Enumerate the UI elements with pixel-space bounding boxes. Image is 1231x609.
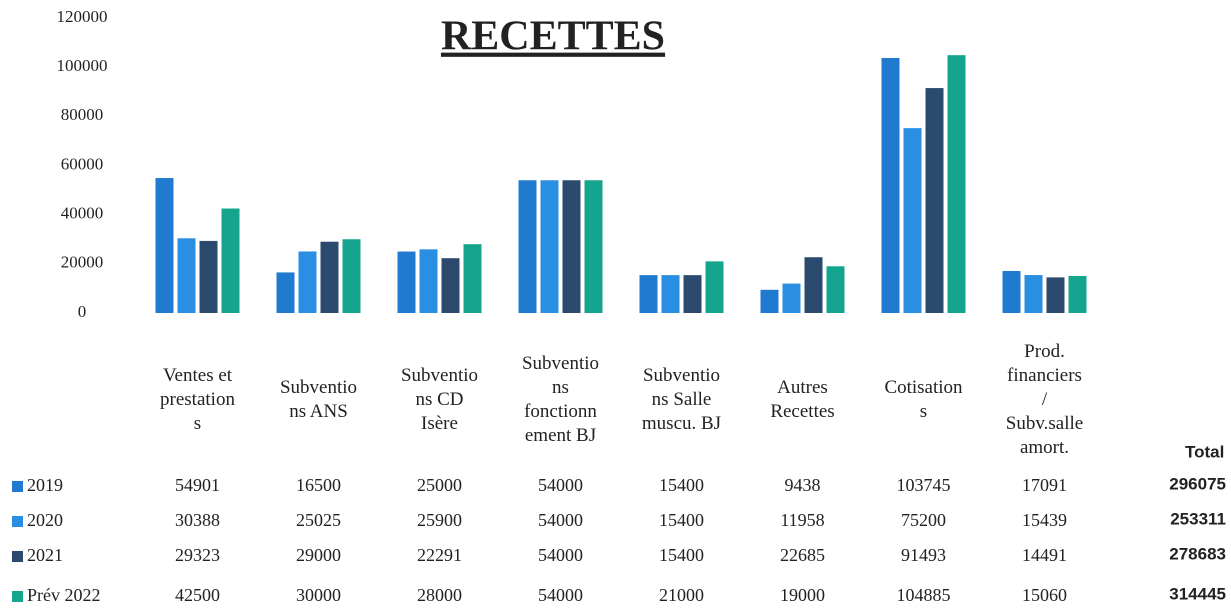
- legend-swatch: [12, 481, 23, 492]
- bar: [1024, 275, 1043, 313]
- table-value: 11958: [780, 510, 824, 530]
- legend-label: 2019: [27, 475, 63, 495]
- table-value: 15400: [659, 545, 704, 565]
- bar: [177, 238, 196, 313]
- y-tick-label: 20000: [61, 253, 104, 272]
- bar: [298, 251, 317, 313]
- table-value: 21000: [659, 585, 704, 605]
- bar: [1068, 275, 1087, 313]
- series-total: 314445: [1169, 584, 1226, 603]
- table-value: 15400: [659, 475, 704, 495]
- y-tick-label: 120000: [57, 7, 108, 26]
- bar: [804, 257, 823, 313]
- bar: [518, 180, 537, 313]
- table-value: 25025: [296, 510, 341, 530]
- table-value: 54000: [538, 510, 583, 530]
- table-value: 28000: [417, 585, 462, 605]
- legend-label: 2020: [27, 510, 63, 530]
- bar: [584, 180, 603, 313]
- table-value: 25900: [417, 510, 462, 530]
- table-value: 14491: [1022, 545, 1067, 565]
- bar: [155, 178, 174, 313]
- bar: [463, 244, 482, 313]
- series-total: 278683: [1169, 544, 1226, 563]
- y-tick-label: 100000: [57, 56, 108, 75]
- table-value: 22291: [417, 545, 462, 565]
- bar: [419, 249, 438, 313]
- table-value: 29000: [296, 545, 341, 565]
- bar: [1046, 277, 1065, 313]
- table-value: 15400: [659, 510, 704, 530]
- category-label: Subventio ns ANS: [279, 377, 358, 422]
- legend-label: Prév 2022: [27, 585, 101, 605]
- table-value: 25000: [417, 475, 462, 495]
- legend-swatch: [12, 516, 23, 527]
- bar: [760, 289, 779, 313]
- bar: [562, 180, 581, 313]
- chart-title: RECETTES: [441, 14, 665, 60]
- bar: [903, 128, 922, 313]
- series-total: 253311: [1170, 509, 1226, 528]
- table-value: 16500: [296, 475, 341, 495]
- total-header: Total: [1185, 442, 1224, 461]
- legend-swatch: [12, 591, 23, 602]
- y-tick-label: 80000: [61, 105, 104, 124]
- table-value: 54000: [538, 475, 583, 495]
- category-label: Subventio ns fonctionn ement BJ: [521, 353, 600, 446]
- bar: [199, 240, 218, 313]
- table-value: 103745: [897, 475, 951, 495]
- category-label: Prod. financiers / Subv.salle amort.: [1005, 341, 1084, 458]
- legend-label: 2021: [27, 545, 63, 565]
- table-value: 15060: [1022, 585, 1067, 605]
- category-label: Ventes et prestation s: [160, 365, 235, 434]
- table-value: 54000: [538, 545, 583, 565]
- bar: [540, 180, 559, 313]
- y-tick-label: 60000: [61, 154, 104, 173]
- bar: [276, 272, 295, 313]
- bar: [881, 57, 900, 314]
- table-value: 91493: [901, 545, 946, 565]
- bar: [947, 55, 966, 313]
- table-value: 19000: [780, 585, 825, 605]
- bar: [782, 283, 801, 313]
- category-label: Autres Recettes: [770, 377, 835, 422]
- table-value: 9438: [785, 475, 821, 495]
- table-value: 75200: [901, 510, 946, 530]
- bar: [221, 208, 240, 313]
- series-total: 296075: [1169, 474, 1226, 493]
- legend-swatch: [12, 551, 23, 562]
- table-value: 22685: [780, 545, 825, 565]
- y-tick-label: 0: [78, 302, 87, 321]
- bar: [397, 251, 416, 313]
- bar: [441, 258, 460, 313]
- bar: [683, 275, 702, 313]
- bar: [705, 261, 724, 313]
- category-label: Subventio ns CD Isère: [400, 365, 479, 434]
- y-tick-label: 40000: [61, 204, 104, 223]
- bar: [639, 275, 658, 313]
- bar: [320, 241, 339, 313]
- bar: [925, 88, 944, 313]
- bar: [661, 275, 680, 313]
- table-value: 42500: [175, 585, 220, 605]
- category-label: Cotisation s: [884, 377, 963, 422]
- table-value: 30388: [175, 510, 220, 530]
- category-label: Subventio ns Salle muscu. BJ: [641, 365, 722, 434]
- table-value: 17091: [1022, 475, 1067, 495]
- table-value: 30000: [296, 585, 341, 605]
- table-value: 104885: [897, 585, 951, 605]
- bar: [1002, 270, 1021, 313]
- table-value: 54901: [175, 475, 220, 495]
- table-value: 54000: [538, 585, 583, 605]
- table-value: 29323: [175, 545, 220, 565]
- table-value: 15439: [1022, 510, 1067, 530]
- bar: [826, 266, 845, 313]
- bar: [342, 239, 361, 313]
